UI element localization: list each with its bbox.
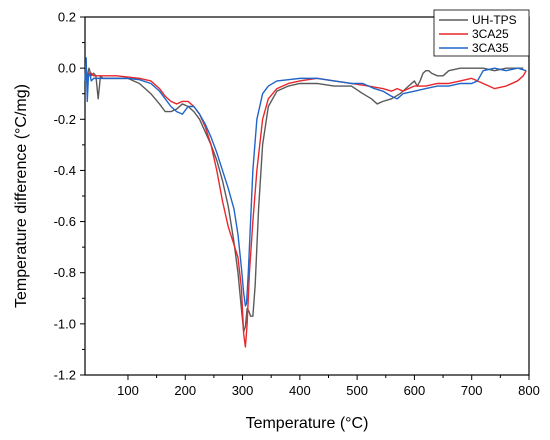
x-tick-label: 600 (404, 383, 426, 398)
x-tick-label: 200 (174, 383, 196, 398)
plot-frame (84, 16, 530, 376)
y-tick-label: -0.6 (54, 214, 76, 229)
y-tick-label: -1.0 (54, 316, 76, 331)
x-tick-label: 500 (346, 383, 368, 398)
series-line-3ca35 (84, 57, 527, 307)
x-tick-label: 100 (117, 383, 139, 398)
tick-layer: 100 200 300 400 500 600 700 800 0.2 0.0 -0.2 -0.4 -0… (54, 10, 540, 399)
series-line-3ca25 (84, 70, 527, 348)
y-tick-label: -0.8 (54, 265, 76, 280)
legend-label: UH-TPS (472, 13, 517, 27)
series-layer (84, 57, 527, 348)
legend-label: 3CA35 (472, 41, 509, 55)
y-axis-title: Temperature difference (°C/mg) (13, 84, 30, 308)
y-tick-label: -0.2 (54, 112, 76, 127)
x-axis-title: Temperature (°C) (246, 415, 369, 432)
x-tick-label: 700 (461, 383, 483, 398)
series-line-uh-tps (84, 67, 524, 333)
y-tick-label: -1.2 (54, 368, 76, 383)
y-tick-label: -0.4 (54, 163, 76, 178)
y-tick-label: 0.0 (58, 61, 76, 76)
y-tick-label: 0.2 (58, 10, 76, 25)
legend-label: 3CA25 (472, 27, 509, 41)
x-tick-label: 400 (289, 383, 311, 398)
x-tick-label: 300 (232, 383, 254, 398)
x-tick-label: 800 (518, 383, 540, 398)
